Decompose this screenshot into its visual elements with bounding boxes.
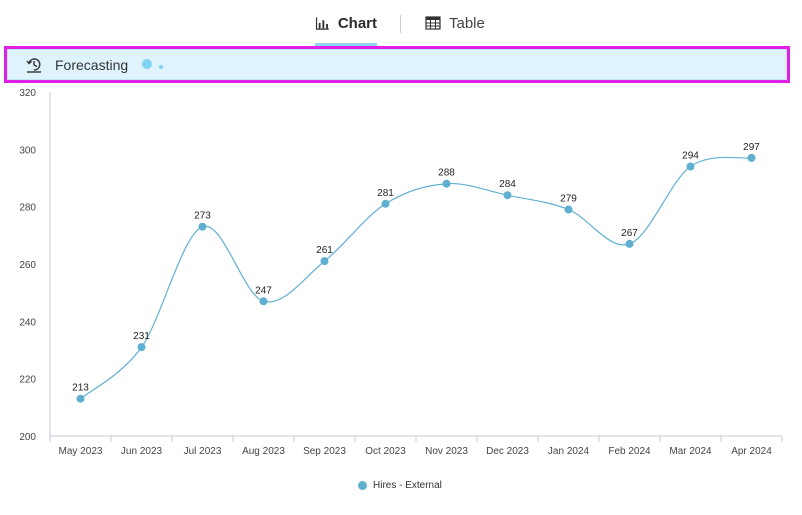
x-tick-label: Mar 2024	[669, 446, 712, 457]
data-label: 273	[194, 211, 211, 222]
data-label: 279	[560, 194, 577, 205]
x-tick-label: Jun 2023	[121, 446, 163, 457]
data-label: 281	[377, 188, 394, 199]
data-label: 213	[72, 383, 89, 394]
tab-divider	[400, 15, 401, 33]
forecasting-banner[interactable]: Forecasting	[4, 46, 790, 83]
y-tick-label: 260	[19, 260, 36, 271]
data-label: 261	[316, 245, 333, 256]
data-label: 294	[682, 151, 699, 162]
legend-marker	[358, 481, 367, 490]
x-tick-label: Apr 2024	[731, 446, 772, 457]
data-label: 297	[743, 142, 760, 153]
y-tick-label: 320	[19, 88, 36, 99]
forecasting-label: Forecasting	[55, 56, 129, 73]
data-point	[198, 222, 207, 231]
tab-chart-label: Chart	[337, 14, 377, 32]
bar-chart-icon	[315, 17, 329, 30]
data-point	[320, 257, 329, 266]
table-icon	[425, 16, 441, 30]
x-tick-label: Jan 2024	[548, 446, 590, 457]
data-point	[137, 343, 146, 352]
data-point	[686, 162, 695, 171]
y-tick-label: 240	[19, 317, 36, 328]
data-point	[747, 153, 756, 162]
data-point	[625, 239, 634, 248]
tab-table[interactable]: Table	[425, 0, 485, 46]
view-tabs: Chart Table	[0, 0, 802, 46]
tab-table-label: Table	[449, 14, 485, 32]
x-tick-label: Aug 2023	[242, 446, 285, 457]
data-label: 231	[133, 331, 150, 342]
data-point	[381, 199, 390, 208]
x-tick-label: May 2023	[59, 446, 103, 457]
forecast-icon	[26, 57, 41, 73]
chart-legend[interactable]: Hires - External	[358, 480, 442, 491]
data-label: 288	[438, 168, 455, 179]
x-tick-label: Nov 2023	[425, 446, 468, 457]
line-chart: 200 220 240 260 280 300 320 May 2023 Jun 2023 Jul…	[19, 88, 783, 457]
y-tick-label: 300	[19, 145, 36, 156]
loading-dot-large	[142, 58, 153, 69]
active-tab-indicator	[315, 43, 377, 46]
loading-indicator	[140, 56, 163, 74]
data-point	[442, 179, 451, 188]
data-label: 284	[499, 179, 516, 190]
data-point	[259, 297, 268, 306]
x-tick-label: Dec 2023	[486, 446, 529, 457]
x-tick-label: Oct 2023	[365, 446, 406, 457]
y-tick-label: 280	[19, 203, 36, 214]
x-tick-label: Jul 2023	[184, 446, 222, 457]
data-label: 247	[255, 285, 272, 296]
legend-label: Hires - External	[373, 480, 442, 491]
x-tick-label: Sep 2023	[303, 446, 346, 457]
data-point	[503, 191, 512, 200]
series-line	[80, 156, 752, 400]
x-tick-label: Feb 2024	[608, 446, 651, 457]
y-tick-label: 200	[19, 432, 36, 443]
data-point	[76, 394, 85, 403]
tab-chart[interactable]: Chart	[315, 0, 377, 46]
data-label: 267	[621, 228, 638, 239]
data-point	[564, 205, 573, 214]
y-tick-label: 220	[19, 375, 36, 386]
loading-dot-small	[158, 64, 163, 69]
